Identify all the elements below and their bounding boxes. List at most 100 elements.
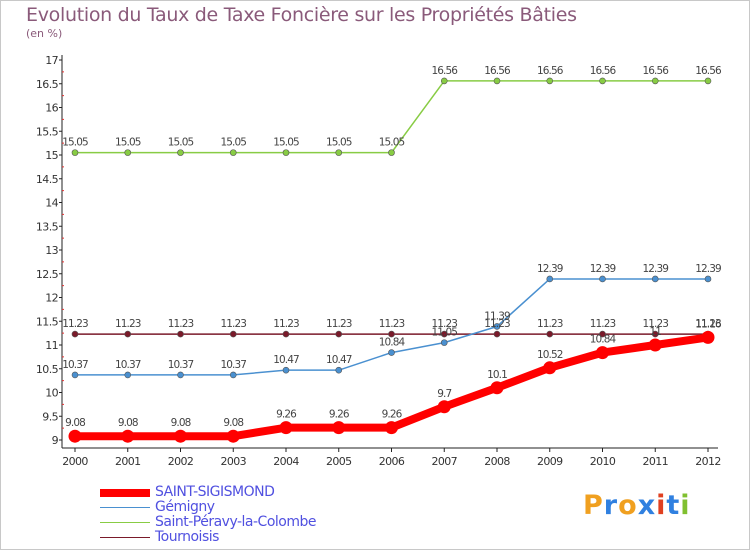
logo-letter: r [603,490,619,521]
data-point-saint-sigismond [385,421,398,435]
y-tick-label: 13 [45,244,58,257]
data-point-gemigny [440,339,448,346]
chart-title: Evolution du Taux de Taxe Foncière sur l… [26,4,577,26]
x-tick-label: 2009 [537,455,563,468]
data-point-saint-peravy-la-colombe [71,149,79,156]
data-label-saint-peravy-la-colombe: 16.56 [695,65,722,77]
data-point-saint-sigismond [68,429,82,443]
legend-swatch-saint-peravy [100,522,150,523]
data-point-gemigny [282,366,290,374]
x-tick-label: 2006 [379,455,405,468]
legend-swatch-gemigny [100,507,150,508]
proxiti-logo: Proxiti [583,490,691,521]
data-label-saint-peravy-la-colombe: 16.56 [431,65,458,77]
data-label-saint-peravy-la-colombe: 15.05 [379,137,405,149]
data-labels: 9.08 9.08 9.08 9.08 9.26 9.26 9.26 9.7 10.1 10.52… [62,65,723,429]
x-tick-label: 2002 [168,455,194,468]
data-label-gemigny: 10.37 [168,359,194,371]
x-tick-label: 2000 [62,455,88,468]
data-label-saint-peravy-la-colombe: 15.05 [62,137,88,149]
data-label-tournoisis: 11.23 [326,318,352,330]
logo-letter: i [656,490,667,521]
series-lines [71,80,712,441]
data-label-gemigny: 12.39 [695,263,721,275]
data-label-gemigny: 11.05 [431,327,457,339]
y-tick-label: 15.5 [36,125,59,138]
data-point-saint-sigismond [226,429,240,443]
data-point-saint-sigismond [596,346,609,360]
x-tick-label: 2001 [115,455,141,468]
data-label-saint-peravy-la-colombe: 16.56 [590,65,617,77]
data-label-saint-peravy-la-colombe: 15.05 [326,137,352,149]
data-point-saint-peravy-la-colombe [599,77,606,85]
data-point-tournoisis [599,330,606,338]
y-tick-label: 9.5 [42,410,58,423]
data-point-gemigny [177,371,184,379]
data-point-saint-sigismond [279,421,293,435]
data-label-tournoisis: 11.23 [484,318,510,330]
legend: SAINT-SIGISMOND Gémigny Saint-Péravy-la-… [100,484,380,545]
data-point-saint-sigismond [701,330,715,344]
x-tick-label: 2005 [326,455,352,468]
legend-swatch-saint-sigismond [100,489,150,497]
logo-letter: i [680,490,691,521]
y-tick-label: 9 [52,434,59,447]
axes: 9 9.5 10 10.5 11 11.5 12 12.5 13 13.5 14 14.5 15 15.5… [36,54,721,468]
data-label-saint-sigismond: 11.16 [695,318,722,330]
y-tick-label: 15 [45,149,58,162]
chart-subtitle: (en %) [26,27,63,40]
data-label-tournoisis: 11.23 [642,318,668,330]
data-point-saint-sigismond [543,361,557,375]
data-point-tournoisis [124,330,132,338]
data-label-tournoisis: 11.23 [590,318,616,330]
y-tick-label: 16 [45,102,58,115]
y-tick-label: 12.5 [36,268,59,281]
x-tick-label: 2004 [273,455,299,468]
data-label-tournoisis: 11.23 [537,318,563,330]
data-label-gemigny: 12.39 [590,263,616,275]
data-point-gemigny [704,275,712,283]
legend-item-saint-sigismond: SAINT-SIGISMOND [100,484,380,500]
data-label-saint-sigismond: 9.08 [65,417,85,429]
data-label-saint-sigismond: 9.26 [329,409,350,421]
data-label-saint-peravy-la-colombe: 16.56 [537,65,564,77]
data-label-gemigny: 10.37 [220,359,246,371]
data-point-tournoisis [177,330,184,338]
data-point-saint-peravy-la-colombe [440,77,448,85]
x-tick-label: 2012 [695,455,721,468]
data-label-gemigny: 10.47 [273,354,299,366]
data-point-saint-peravy-la-colombe [282,149,290,156]
y-tick-label: 11.5 [36,315,59,328]
data-point-gemigny [388,349,395,356]
data-point-saint-peravy-la-colombe [335,149,343,156]
legend-label-saint-peravy: Saint-Péravy-la-Colombe [155,514,317,530]
data-point-saint-peravy-la-colombe [704,77,712,85]
data-label-gemigny: 10.84 [379,337,406,349]
data-label-saint-sigismond: 9.7 [437,388,451,400]
legend-label-saint-sigismond: SAINT-SIGISMOND [155,484,275,500]
y-tick-label: 16.5 [36,78,59,91]
data-label-saint-peravy-la-colombe: 15.05 [273,137,299,149]
data-label-saint-peravy-la-colombe: 16.56 [484,65,511,77]
data-label-saint-sigismond: 10.1 [487,369,507,381]
data-point-tournoisis [651,330,659,338]
data-label-saint-sigismond: 9.08 [118,417,138,429]
data-point-saint-sigismond [648,338,662,352]
data-point-tournoisis [229,330,237,338]
data-label-tournoisis: 11.23 [115,318,141,330]
y-tick-label: 14.5 [36,173,59,186]
x-tick-label: 2003 [220,455,246,468]
series-points [68,77,715,443]
y-tick-label: 11 [45,339,58,352]
data-point-tournoisis [335,330,343,338]
data-label-saint-peravy-la-colombe: 16.56 [642,65,669,77]
y-tick-label: 10 [45,387,58,400]
data-point-gemigny [599,275,606,283]
data-label-tournoisis: 11.23 [220,318,246,330]
data-point-saint-peravy-la-colombe [388,149,395,156]
data-label-tournoisis: 11.23 [273,318,299,330]
data-point-tournoisis [440,330,448,338]
data-label-tournoisis: 11.23 [695,318,721,330]
data-point-gemigny [71,371,79,379]
data-point-gemigny [546,275,554,283]
